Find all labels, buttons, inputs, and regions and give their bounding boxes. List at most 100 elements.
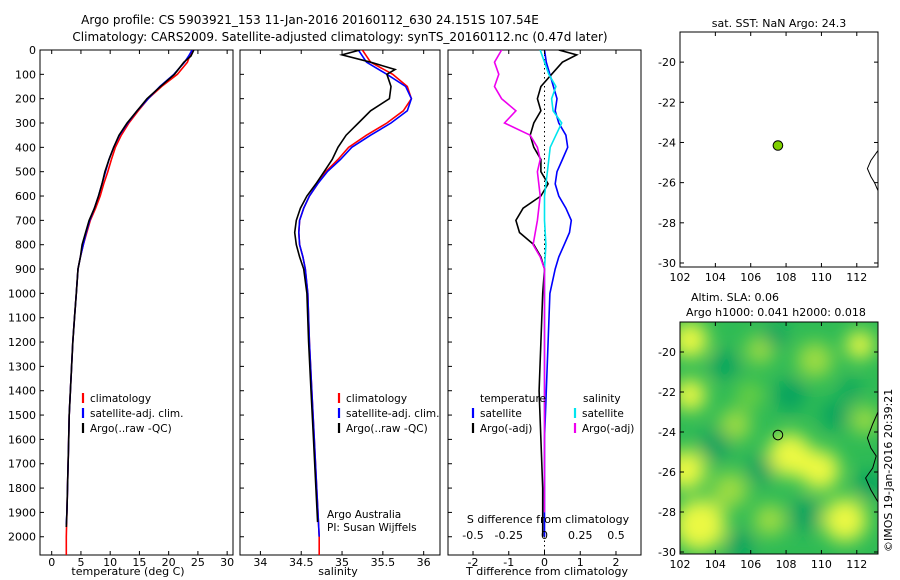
difference-line-t-satellite <box>543 50 573 537</box>
depth-ytick-label: 500 <box>15 166 36 179</box>
salinity-xtick-label: 34 <box>253 556 267 569</box>
salinity-xtick-label: 34.5 <box>289 556 314 569</box>
difference-legend-label: satellite <box>582 408 624 420</box>
sst-map-ytick-label: -30 <box>658 257 676 270</box>
sla-heatmap-cell <box>789 499 821 531</box>
s-difference-tick-label: -0.5 <box>462 529 483 542</box>
depth-ytick-label: 1400 <box>8 385 36 398</box>
salinity-xtick-label: 36 <box>417 556 431 569</box>
depth-ytick-label: 600 <box>15 190 36 203</box>
sla-map-ytick-label: -30 <box>658 546 676 559</box>
salinity-plot-frame <box>239 49 441 556</box>
s-difference-tick-label: 0.25 <box>568 529 593 542</box>
temperature-xtick-label: 0 <box>48 556 55 569</box>
t-difference-xtick-label: 0 <box>541 556 548 569</box>
difference-legend-title-salinity: salinity <box>583 393 621 405</box>
sla-map-ytick-label: -28 <box>658 506 676 519</box>
temperature-xtick-label: 20 <box>162 556 176 569</box>
s-difference-tick-label: 0 <box>541 529 548 542</box>
depth-ytick-label: 1800 <box>8 482 36 495</box>
depth-ytick-label: 2000 <box>8 531 36 544</box>
t-difference-axis: -2 -1 0 1 2 <box>448 49 619 569</box>
t-difference-xtick-label: -1 <box>503 556 514 569</box>
salinity-legend-label: climatology <box>346 393 407 405</box>
s-difference-tick-label: 0.5 <box>607 529 625 542</box>
temperature-xtick-label: 5 <box>77 556 84 569</box>
difference-legend-label: Argo(-adj) <box>480 423 532 435</box>
salinity-xlabel: salinity <box>318 565 358 578</box>
depth-ytick-label: 1300 <box>8 360 36 373</box>
depth-ytick-label: 0 <box>29 44 36 57</box>
pi-label: PI: Susan Wijffels <box>327 522 417 534</box>
depth-ytick-label: 1200 <box>8 336 36 349</box>
difference-series <box>493 50 579 537</box>
temperature-series <box>65 50 195 555</box>
temperature-legend: climatology satellite-adj. clim. Argo(..ra… <box>81 393 183 435</box>
difference-panel: -2 -1 0 1 2 -0.5 -0.25 0 0.25 0.5 S difference f… <box>447 49 642 578</box>
sla-map-profile-marker <box>772 429 784 441</box>
sla-map-coastline-line <box>865 411 878 503</box>
sla-heatmap-cell <box>699 429 731 461</box>
salinity-line-argo-raw-qc- <box>293 50 398 523</box>
sla-map-title: Altim. SLA: 0.06 <box>691 291 779 304</box>
depth-ytick-label: 700 <box>15 214 36 227</box>
sla-map-xtick-label: 112 <box>846 558 867 571</box>
sla-heatmap-cell <box>821 401 849 429</box>
sst-map-xtick-label: 110 <box>811 271 832 284</box>
sst-map-ytick-label: -28 <box>658 217 676 230</box>
t-difference-xtick-label: -2 <box>468 556 479 569</box>
salinity-xtick-label: 35 <box>335 556 349 569</box>
sla-heatmap-cell <box>797 342 833 378</box>
temperature-panel: 0100200300400500600700800900100011001200… <box>8 44 234 578</box>
sst-map-title: sat. SST: NaN Argo: 24.3 <box>712 17 846 30</box>
salinity-legend: climatology satellite-adj. clim. Argo(..ra… <box>337 393 439 435</box>
sst-map-coastline <box>866 150 878 191</box>
temperature-legend-label: climatology <box>90 393 151 405</box>
sst-map-ytick-label: -20 <box>658 56 676 69</box>
temperature-plot-frame <box>39 49 234 556</box>
temperature-xtick-label: 15 <box>132 556 146 569</box>
temperature-xlabel: temperature (deg C) <box>71 565 184 578</box>
depth-ytick-label: 1600 <box>8 433 36 446</box>
depth-axis: 0 100 200 300 400 500 600 700 800 900 1000 1100 1200… <box>8 44 44 544</box>
sla-heatmap-cell <box>800 450 840 490</box>
difference-legend-label: satellite <box>480 408 522 420</box>
sst-map-markers <box>772 140 784 151</box>
credit-stamp: ©IMOS 19-Jan-2016 20:39:21 <box>882 389 895 552</box>
sst-map-ytick-label: -26 <box>658 177 676 190</box>
sst-map-coastline-line <box>866 150 878 191</box>
sst-map-axes: 102 104 106 108 110 112 -20 -22 -24 -26 -28 -30 <box>658 32 878 284</box>
t-difference-xtick-label: 2 <box>612 556 619 569</box>
salinity-axis: 34 34.5 35 35.5 36 <box>240 49 431 569</box>
temperature-axis: 0 5 10 15 20 25 30 <box>48 50 234 569</box>
s-difference-tick-label: -0.25 <box>495 529 523 542</box>
depth-ytick-label: 1700 <box>8 458 36 471</box>
temperature-legend-label: satellite-adj. clim. <box>90 408 183 420</box>
sla-heatmap-cell <box>856 471 878 499</box>
sla-heatmap-cell <box>726 531 754 554</box>
sla-heatmap-cell <box>719 409 751 441</box>
salinity-series <box>293 50 413 555</box>
sla-heatmap-cell <box>763 323 787 347</box>
depth-ytick-label: 1000 <box>8 287 36 300</box>
temperature-xtick-label: 10 <box>103 556 117 569</box>
figure-subtitle: Climatology: CARS2009. Satellite-adjuste… <box>72 30 607 44</box>
sla-map-ytick-label: -20 <box>658 346 676 359</box>
sla-map-xtick-label: 110 <box>811 558 832 571</box>
sla-heatmap-cell <box>712 472 748 508</box>
sla-map-xtick-label: 104 <box>705 558 726 571</box>
sst-map-xtick-label: 106 <box>740 271 761 284</box>
sla-heatmap-cell <box>823 498 867 542</box>
s-difference-ticks: -0.5 -0.25 0 0.25 0.5 <box>462 529 624 542</box>
sla-map-coastline <box>865 411 878 503</box>
depth-ytick-label: 1100 <box>8 312 36 325</box>
sla-heatmap-cell <box>711 351 739 379</box>
sla-map-ytick-label: -22 <box>658 386 676 399</box>
sst-map-xtick-label: 104 <box>705 271 726 284</box>
sla-heatmap-cell <box>774 379 806 411</box>
salinity-xtick-label: 35.5 <box>371 556 396 569</box>
sla-map-ytick-label: -26 <box>658 466 676 479</box>
depth-ytick-label: 100 <box>15 68 36 81</box>
sst-map-xtick-label: 108 <box>776 271 797 284</box>
